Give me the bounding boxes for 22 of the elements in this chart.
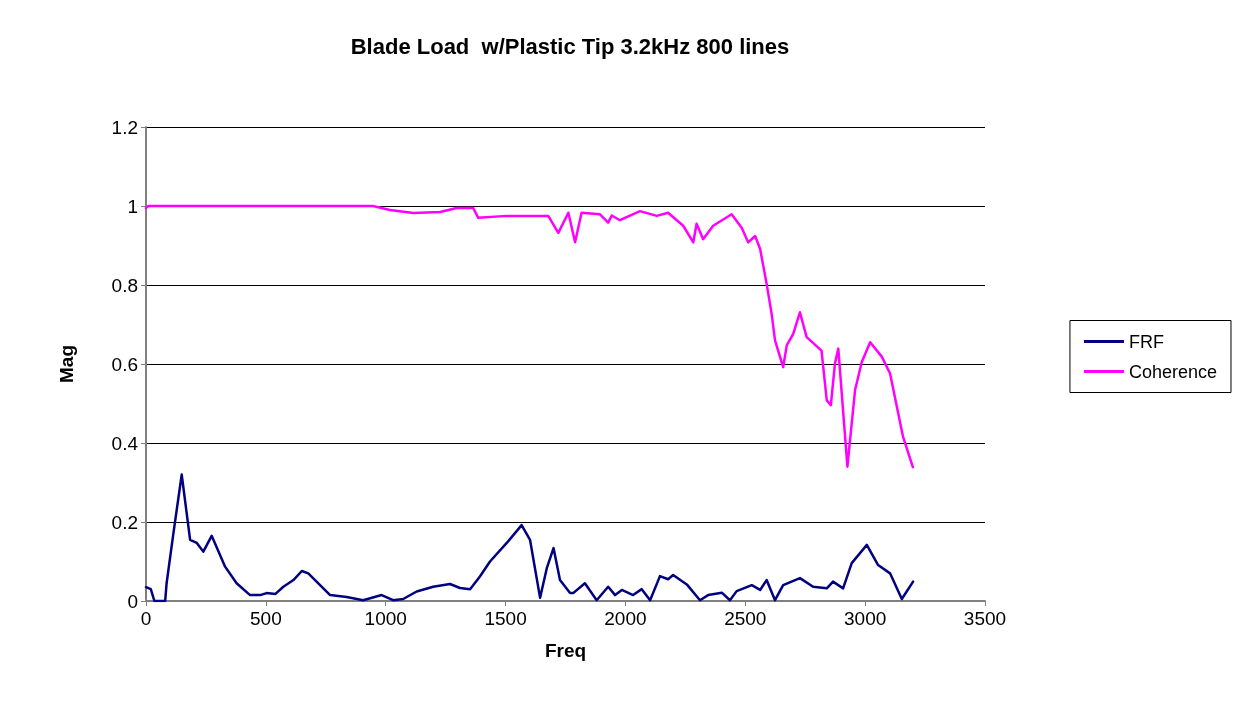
x-tick-label: 500 (250, 608, 282, 629)
x-tick-label: 3500 (963, 608, 1007, 629)
y-tick-label: 0 (127, 590, 138, 612)
y-tick-label: 0.2 (111, 511, 138, 533)
line-series (144, 473, 915, 603)
x-tick-label: 3000 (844, 608, 887, 629)
x-tick-label: 1000 (364, 608, 407, 629)
chart-title: Blade Load w/Plastic Tip 3.2kHz 800 lines (350, 33, 790, 59)
y-tick-label: 0.4 (111, 432, 139, 454)
x-axis-title: Freq (544, 640, 587, 661)
x-tick-label: 1500 (484, 608, 527, 629)
x-tick-label: 2000 (604, 608, 647, 629)
legend-label: Coherence (1128, 361, 1217, 382)
y-tick-label: 1 (127, 195, 138, 217)
y-tick-label: 0.6 (111, 353, 138, 375)
legend-label: FRF (1128, 331, 1164, 352)
y-tick-label: 1.2 (111, 116, 138, 138)
x-tick-label: 0 (140, 608, 152, 629)
x-tick-label: 2500 (724, 608, 767, 629)
y-tick-label: 0.8 (111, 274, 138, 296)
y-axis-title: Mag (56, 345, 77, 383)
line-series (144, 204, 915, 469)
